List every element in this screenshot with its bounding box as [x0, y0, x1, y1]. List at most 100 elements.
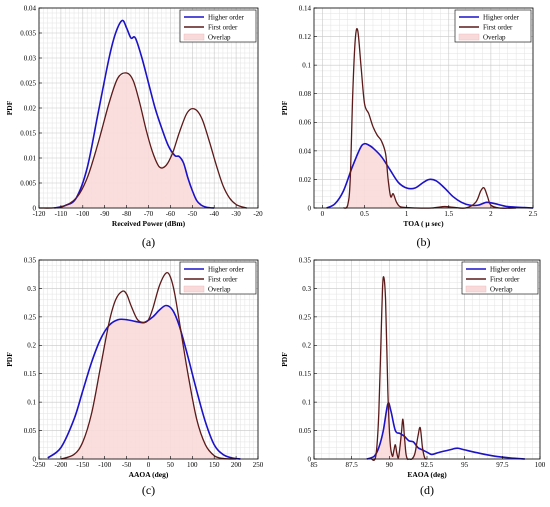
y-tick-label: 0 [308, 204, 312, 212]
series-higher-order-line [47, 304, 241, 460]
legend: Higher order First order Overlap [179, 9, 257, 43]
overlap-area [343, 143, 517, 208]
x-tick-label: 100 [535, 461, 546, 469]
x-tick-label: -100 [98, 461, 111, 469]
legend-entry-overlap: Overlap [208, 33, 231, 41]
legend-entry-overlap: Overlap [490, 285, 513, 293]
x-tick-label: 50 [167, 461, 175, 469]
x-tick-label: 2 [489, 210, 493, 218]
legend-entry-overlap-swatch [183, 285, 205, 293]
x-tick-label: 1.5 [444, 210, 453, 218]
y-axis-label: PDF [5, 100, 14, 115]
x-tick-label: 150 [209, 461, 220, 469]
x-tick-label: -70 [144, 210, 154, 218]
y-tick-label: 0.06 [299, 119, 312, 127]
y-tick-label: 0.35 [299, 256, 312, 264]
x-axis-label: EAOA (deg) [407, 470, 447, 479]
legend-entry-overlap-swatch [465, 285, 487, 293]
x-tick-label: -200 [54, 461, 67, 469]
overlap-area [60, 305, 237, 459]
x-tick-label: 90 [386, 461, 394, 469]
y-tick-label: 0 [308, 455, 312, 463]
x-tick-label: -50 [188, 210, 198, 218]
x-tick-label: 97.5 [496, 461, 509, 469]
x-tick-label: 0 [147, 461, 151, 469]
chart-panel-d: 85 87.5 90 92.5 95 97.5 100 0 0.05 0.1 0.15 0.2 0.25… [280, 256, 546, 497]
y-tick-label: 0.2 [27, 342, 36, 350]
x-tick-label: -50 [122, 461, 132, 469]
x-tick-label: -110 [55, 210, 68, 218]
y-axis-label: PDF [280, 352, 289, 367]
y-tick-label: 0.04 [24, 4, 37, 12]
y-tick-label: 0.25 [24, 313, 37, 321]
y-tick-label: 0.035 [20, 29, 36, 37]
y-tick-label: 0.15 [24, 370, 37, 378]
panel-caption: (c) [142, 483, 155, 497]
x-tick-label: 200 [231, 461, 242, 469]
x-tick-label: 87.5 [346, 461, 359, 469]
panel-caption: (d) [420, 483, 434, 497]
y-tick-label: 0.14 [299, 4, 312, 12]
x-tick-label: -100 [76, 210, 89, 218]
x-tick-label: -20 [253, 210, 263, 218]
y-tick-label: 0.03 [24, 54, 37, 62]
legend-entry-higher-order: Higher order [490, 265, 527, 273]
x-tick-label: 2.5 [529, 210, 538, 218]
y-tick-label: 0.1 [302, 62, 311, 70]
x-tick-label: -120 [33, 210, 46, 218]
x-axis-label: TOA ( μ sec) [403, 219, 444, 228]
legend: Higher order First order Overlap [454, 9, 532, 43]
series-first-order-line [370, 276, 428, 461]
legend-entry-first-order: First order [483, 23, 513, 31]
chart-panel-b: 0 0.5 1 1.5 2 2.5 0 0.02 0.04 0.06 0.08 0.1 0.12 0.14… [280, 4, 538, 249]
legend: Higher order First order Overlap [461, 261, 539, 295]
y-tick-label: 0 [33, 455, 37, 463]
x-tick-label: -80 [122, 210, 132, 218]
legend-entry-first-order: First order [208, 23, 238, 31]
legend-entry-overlap-swatch [458, 33, 480, 41]
overlap-area [54, 73, 215, 208]
y-tick-label: 0.15 [299, 370, 312, 378]
x-tick-label: -40 [210, 210, 220, 218]
x-tick-label: 0 [321, 210, 325, 218]
x-tick-label: 95 [461, 461, 469, 469]
y-tick-label: 0.08 [299, 90, 312, 98]
y-tick-label: 0.015 [20, 129, 36, 137]
y-tick-label: 0.05 [299, 427, 312, 435]
legend-entry-higher-order: Higher order [483, 13, 520, 21]
x-tick-label: -60 [166, 210, 176, 218]
series-first-order-line [60, 271, 237, 460]
y-tick-label: 0.02 [24, 104, 37, 112]
y-tick-label: 0.1 [27, 399, 36, 407]
legend: Higher order First order Overlap [179, 261, 257, 295]
legend-entry-higher-order: Higher order [208, 265, 245, 273]
y-tick-label: 0.04 [299, 147, 312, 155]
y-tick-label: 0.005 [20, 179, 36, 187]
plot-frame [313, 7, 534, 209]
x-axis-label: AAOA (deg) [129, 470, 169, 479]
panel-caption: (b) [417, 235, 431, 249]
x-tick-label: -30 [231, 210, 241, 218]
y-tick-label: 0.3 [302, 285, 311, 293]
x-tick-label: -250 [33, 461, 46, 469]
y-tick-label: 0.025 [20, 79, 36, 87]
x-tick-label: 100 [187, 461, 198, 469]
y-tick-label: 0.02 [299, 176, 312, 184]
y-axis-label: PDF [5, 352, 14, 367]
x-tick-label: 0.5 [360, 210, 369, 218]
series-first-order-line [38, 72, 248, 209]
x-tick-label: 1 [405, 210, 409, 218]
series-higher-order-line [366, 402, 525, 460]
series-higher-order-line [54, 19, 215, 209]
legend-entry-higher-order: Higher order [208, 13, 245, 21]
chart-panel-a: -120 -110 -100 -90 -80 -70 -60 -50 -40 -30 -20 0 0.0… [5, 4, 263, 249]
x-tick-label: -90 [100, 210, 110, 218]
legend-entry-first-order: First order [490, 275, 520, 283]
y-tick-label: 0.12 [299, 33, 312, 41]
x-tick-label: 250 [253, 461, 264, 469]
y-tick-label: 0.35 [24, 256, 37, 264]
y-tick-label: 0.1 [302, 399, 311, 407]
legend-entry-overlap: Overlap [483, 33, 506, 41]
x-tick-label: -150 [76, 461, 89, 469]
x-tick-label: 85 [311, 461, 319, 469]
